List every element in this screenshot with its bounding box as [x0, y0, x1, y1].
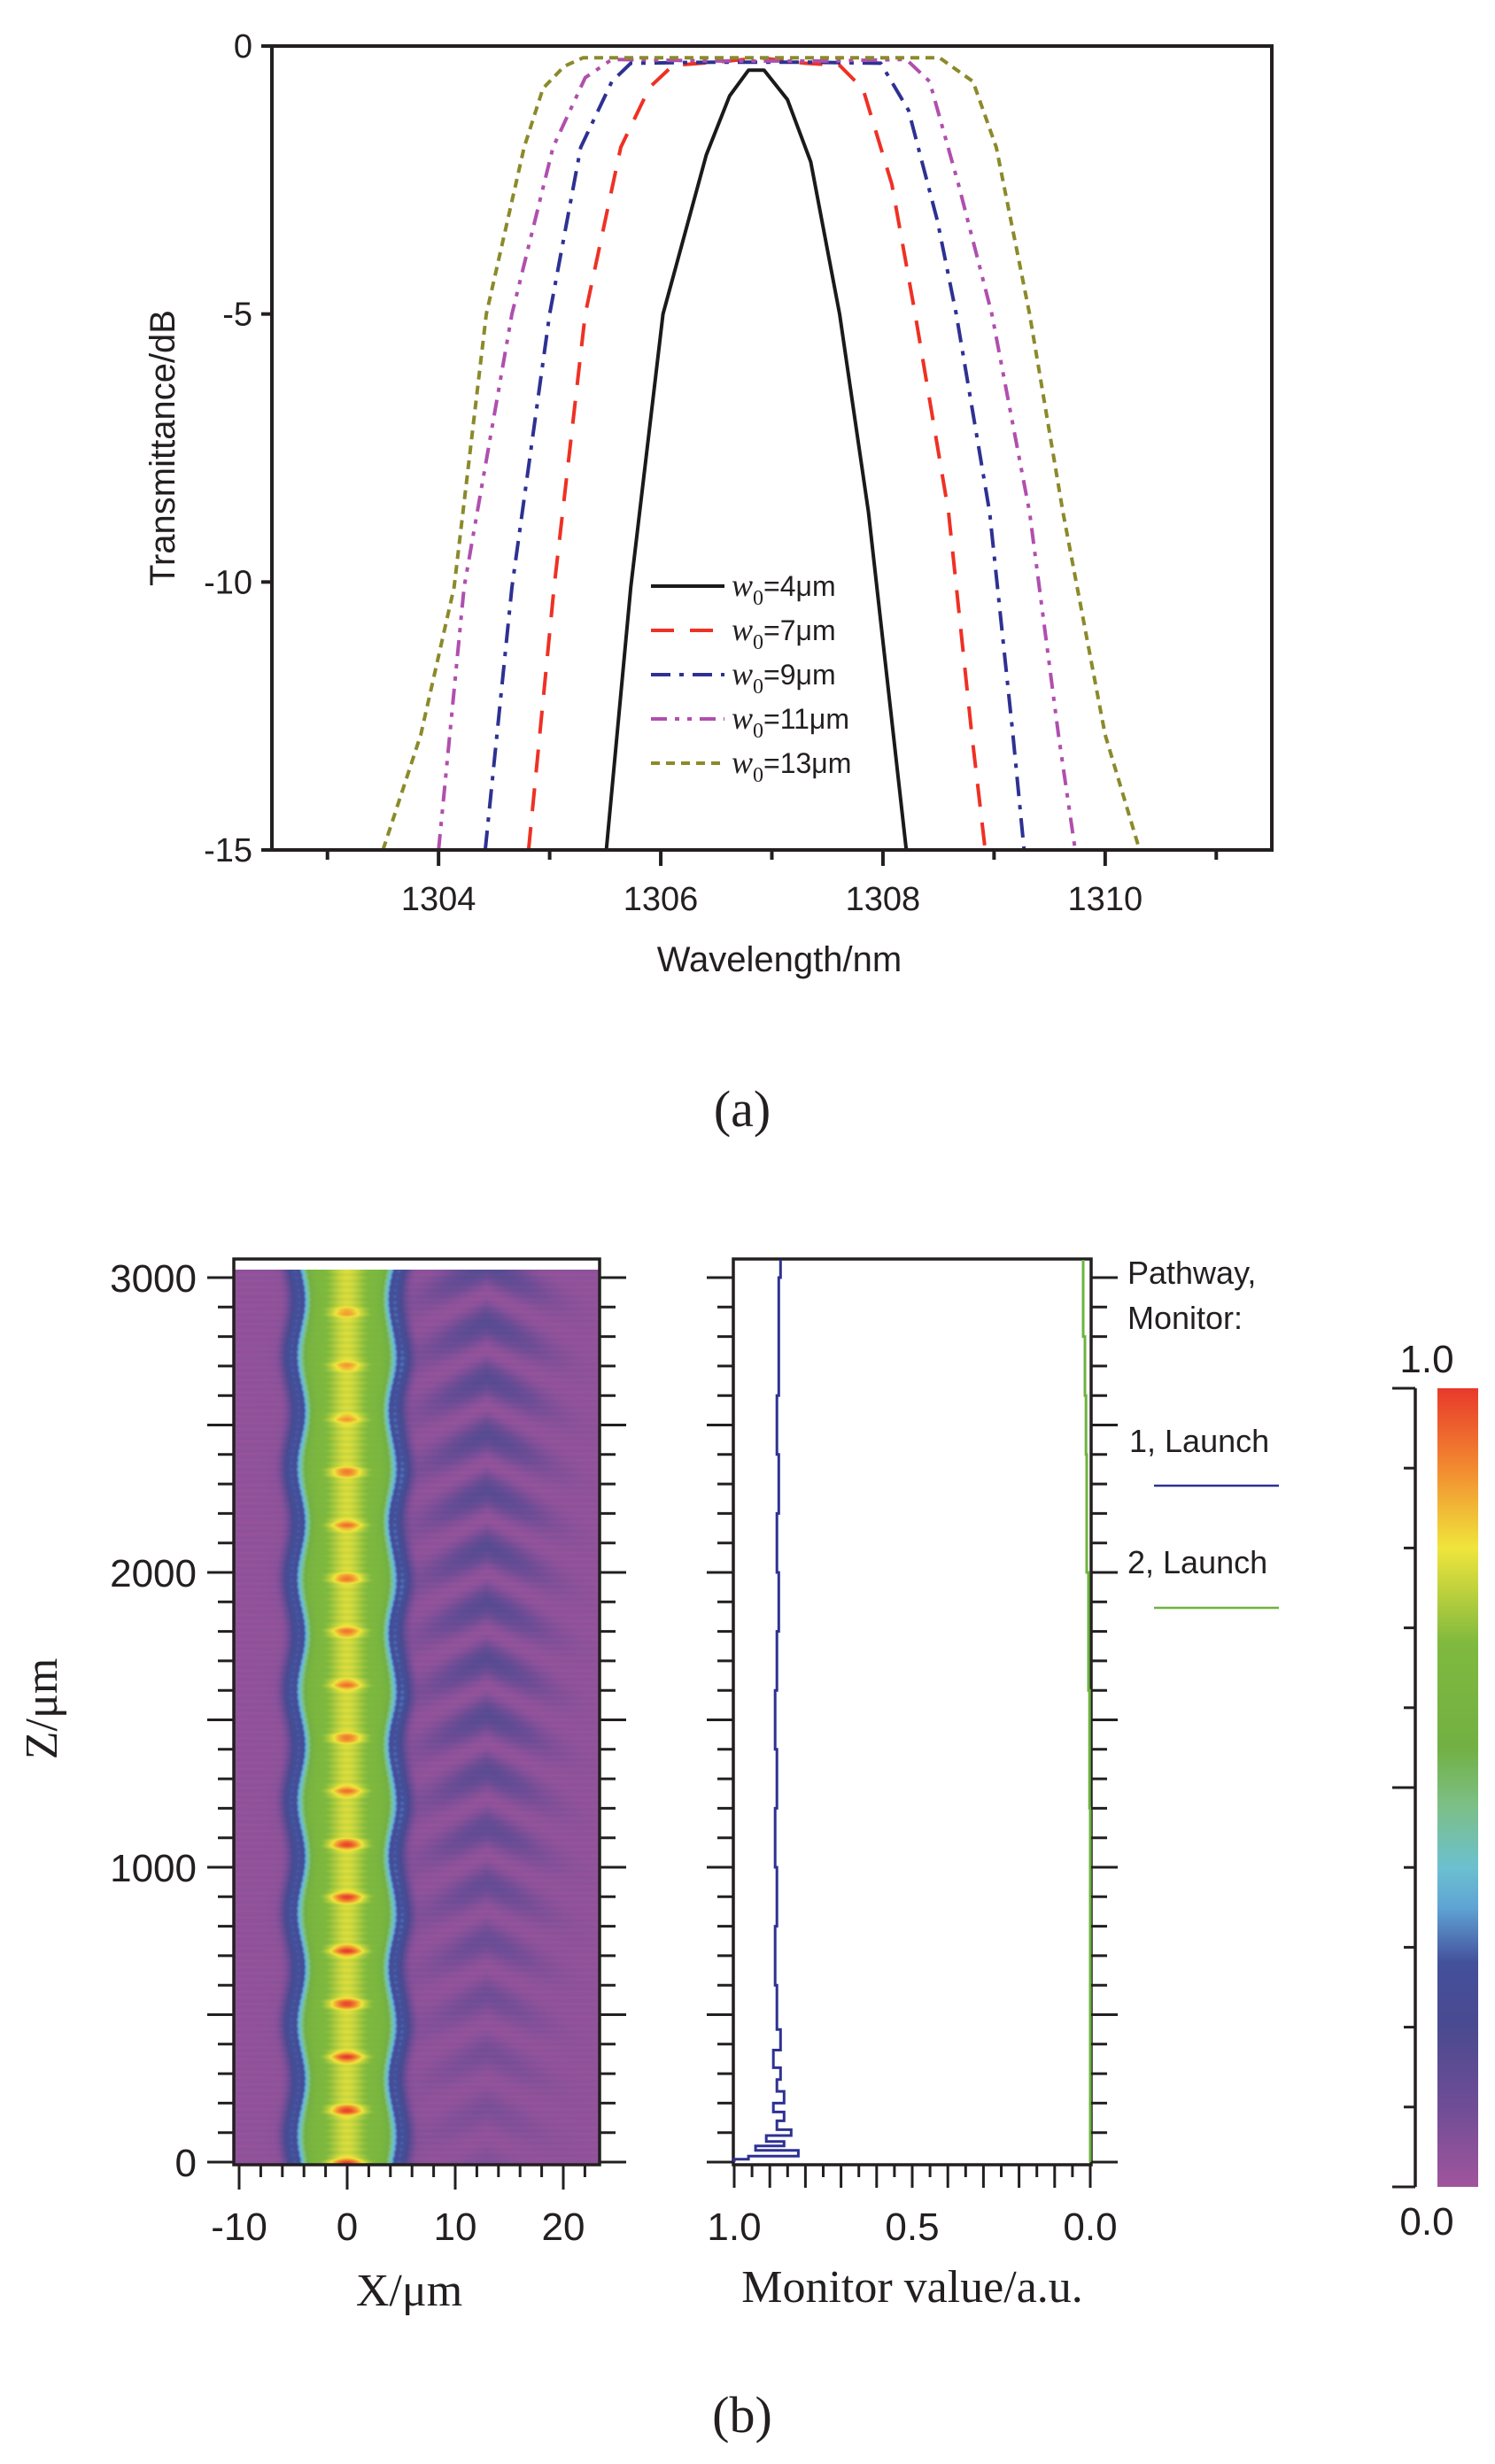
series-line-5 [381, 56, 1142, 851]
panel-a-transmittance-chart: 1304 1306 1308 1310 0 -5 -10 -15 Transmittance/… [143, 28, 1274, 1138]
colorbar-max-label: 1.0 [1399, 1338, 1453, 1381]
legend-label-1: 1, Launch [1129, 1423, 1269, 1459]
monitor-series-line-1 [732, 1260, 800, 2162]
x-tick-label: 10 [434, 2205, 477, 2249]
field-heatmap [235, 1270, 599, 2164]
y-tick-label: -5 [222, 297, 252, 334]
colorbar: 1.0 0.0 [1392, 1338, 1478, 2244]
x-tick-label: 20 [542, 2205, 585, 2249]
monitor-series-group [732, 1260, 1092, 2162]
x-tick-label: 1306 [624, 881, 699, 918]
monitor-x-axis-title: Monitor value/a.u. [741, 2262, 1083, 2313]
y-tick-label: -10 [204, 564, 252, 601]
legend-title-line-2: Monitor: [1127, 1300, 1243, 1336]
heatmap-frame [232, 1257, 601, 2167]
series-line-3 [483, 60, 1026, 851]
y-axis-title: Transmittance/dB [143, 310, 182, 586]
legend-label-4: w0=11μm [732, 700, 849, 743]
colorbar-gradient [1437, 1388, 1478, 2187]
monitor-legend: Pathway, Monitor: 1, Launch 2, Launch [1127, 1255, 1279, 1610]
legend-label-2: 2, Launch [1127, 1544, 1267, 1580]
colorbar-ticks [1392, 1386, 1417, 2189]
x-axis-title: Wavelength/nm [657, 940, 902, 979]
z-tick-label: 3000 [110, 1257, 197, 1301]
axis-ticks: 1304 1306 1308 1310 0 -5 -10 -15 [204, 28, 1219, 918]
y-tick-label: -15 [204, 832, 252, 869]
x-tick-label: -10 [211, 2205, 267, 2249]
x-tick-label: 1.0 [707, 2205, 761, 2249]
x-tick-label: 1304 [401, 881, 476, 918]
legend-label-3: w0=9μm [732, 656, 836, 699]
legend-title-line-1: Pathway, [1127, 1255, 1256, 1291]
x-axis-title-b: X/μm [356, 2266, 462, 2316]
caption-b: (b) [712, 2386, 772, 2444]
x-tick-label: 0 [337, 2205, 358, 2249]
series-group [381, 56, 1142, 851]
legend-label-5: w0=13μm [732, 745, 851, 787]
panel-b-field-and-monitor: -10 0 10 20 0 1000 2000 3000 Z/μm X/μm 1.0 0.5 0.… [17, 1255, 1478, 2444]
x-tick-label: 0.0 [1063, 2205, 1117, 2249]
series-line-1 [604, 68, 909, 851]
z-tick-label: 0 [175, 2142, 197, 2185]
colorbar-min-label: 0.0 [1399, 2200, 1453, 2244]
y-tick-label: 0 [234, 28, 252, 66]
caption-a: (a) [714, 1080, 771, 1138]
x-tick-label: 0.5 [885, 2205, 939, 2249]
z-axis-title: Z/μm [17, 1658, 67, 1760]
heatmap-canvas [235, 1270, 599, 2164]
series-line-4 [437, 58, 1077, 851]
monitor-frame [732, 1257, 1093, 2167]
monitor-series-line-2 [1081, 1260, 1092, 2162]
monitor-axis-ticks: 1.0 0.5 0.0 [707, 1276, 1118, 2249]
heatmap-axis-ticks: -10 0 10 20 0 1000 2000 3000 [110, 1257, 626, 2249]
x-tick-label: 1308 [846, 881, 921, 918]
legend-label-1: w0=4μm [732, 568, 836, 610]
z-tick-label: 2000 [110, 1552, 197, 1595]
z-tick-label: 1000 [110, 1847, 197, 1890]
legend-label-2: w0=7μm [732, 612, 836, 654]
x-tick-label: 1310 [1068, 881, 1143, 918]
